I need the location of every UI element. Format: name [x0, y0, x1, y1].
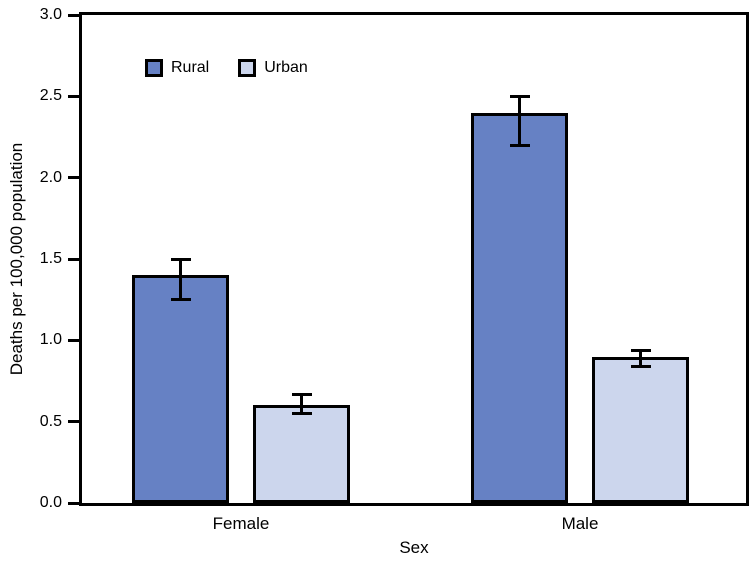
y-axis-tick-label: 1.0: [39, 331, 62, 349]
legend-item: Rural: [145, 59, 209, 77]
y-axis-tick: [68, 176, 79, 180]
error-bar-cap: [630, 348, 651, 352]
x-category-label: Female: [212, 514, 270, 533]
bar-male-urban: [592, 356, 689, 503]
y-axis-tick-label: 1.5: [39, 250, 62, 267]
error-bar-line: [518, 96, 521, 146]
y-axis-tick-label: 2.5: [39, 87, 62, 105]
bar-female-urban: [253, 405, 350, 503]
error-bar-line: [179, 259, 182, 300]
y-axis-tick-label: 0.0: [39, 494, 62, 511]
y-axis-tick-label: 3.0: [39, 6, 62, 23]
y-axis-tick: [68, 420, 79, 424]
error-bar-cap: [509, 143, 530, 147]
plot-area: Rural Urban: [79, 12, 749, 506]
y-axis-tick-label: 2.0: [39, 168, 62, 186]
y-axis-tick: [68, 257, 79, 261]
legend-label: Urban: [264, 59, 308, 76]
x-category-label: Male: [561, 514, 599, 533]
error-bar-line: [639, 350, 642, 367]
error-bar-line: [300, 394, 303, 414]
y-axis-tick-label: 0.5: [39, 412, 62, 430]
y-axis-tick: [68, 13, 79, 17]
error-bar-cap: [509, 94, 530, 98]
y-axis-tick: [68, 94, 79, 98]
error-bar-cap: [170, 257, 191, 261]
legend-swatch-rural: [145, 59, 163, 77]
bar-male-rural: [471, 112, 568, 503]
y-axis-tick: [68, 501, 79, 505]
legend-item: Urban: [238, 59, 308, 77]
bar-female-rural: [132, 275, 229, 503]
error-bar-cap: [291, 412, 312, 416]
error-bar-cap: [170, 298, 191, 302]
legend-label: Rural: [171, 59, 210, 76]
y-axis-tick: [68, 338, 79, 342]
error-bar-cap: [291, 392, 312, 396]
legend-swatch-urban: [238, 59, 257, 77]
x-axis-title: Sex: [399, 538, 429, 557]
legend: Rural Urban: [145, 59, 308, 77]
error-bar-cap: [630, 364, 651, 368]
